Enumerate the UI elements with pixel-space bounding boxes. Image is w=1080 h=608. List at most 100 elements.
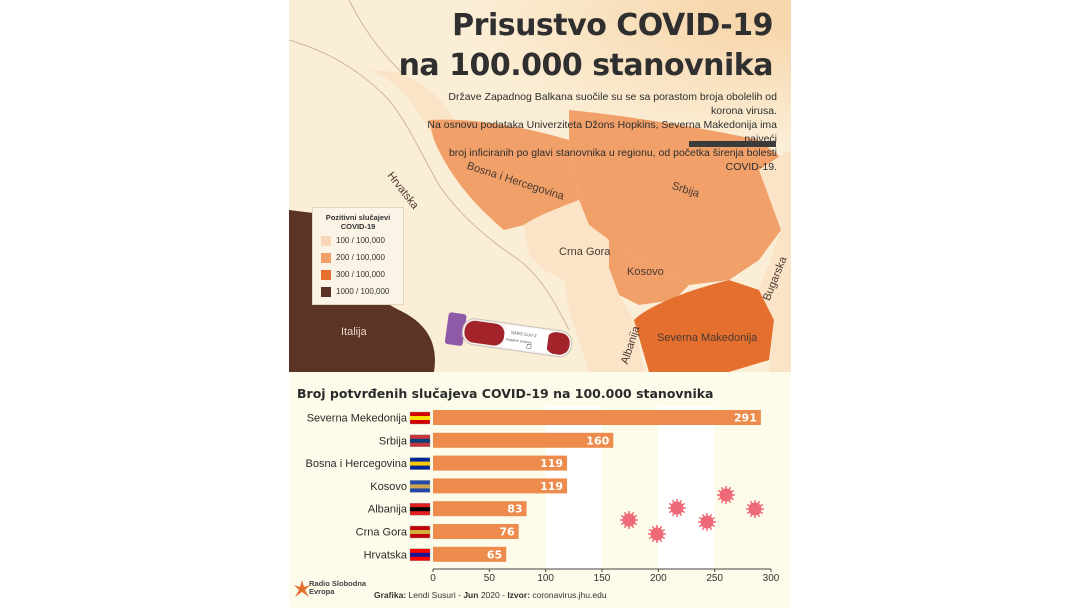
virus-icon bbox=[668, 499, 686, 517]
region-bih bbox=[429, 119, 579, 230]
bar bbox=[433, 524, 519, 539]
map-label-crna-gora: Crna Gora bbox=[559, 246, 611, 258]
legend-swatch bbox=[321, 236, 331, 246]
legend-item-300: 300 / 100,000 bbox=[321, 270, 385, 280]
region-srbija bbox=[569, 110, 784, 285]
x-tick-label: 200 bbox=[650, 573, 667, 584]
legend-label: 1000 / 100,000 bbox=[336, 287, 390, 297]
rse-logo-icon bbox=[294, 580, 310, 597]
bar-value-label: 291 bbox=[734, 412, 757, 425]
flag-stripe bbox=[410, 461, 430, 466]
infographic-panel: SARS CoV-2 negative positive Prisustvo C… bbox=[289, 0, 791, 608]
footer-year: 2020 bbox=[480, 590, 500, 600]
virus-body bbox=[748, 502, 762, 516]
map-legend: Pozitivni slučajevi COVID-19 100 / 100,0… bbox=[312, 207, 404, 305]
bar-value-label: 76 bbox=[499, 526, 515, 539]
footer-label-jun: Jun bbox=[463, 590, 479, 600]
bar bbox=[433, 478, 568, 494]
tube-label-line2: negative positive bbox=[505, 337, 531, 345]
virus-icon bbox=[717, 486, 735, 504]
page-title: Prisustvo COVID-19 na 100.000 stanovnika bbox=[398, 6, 774, 86]
region-crna-gora bbox=[524, 200, 609, 280]
category-label: Crna Gora bbox=[356, 527, 408, 539]
footer-sep1: - bbox=[455, 590, 464, 600]
logo-line2: Evropa bbox=[309, 587, 335, 596]
footer-author: Lendi Susuri bbox=[408, 590, 456, 600]
subtitle-line1: Države Zapadnog Balkana suočile su se sa… bbox=[448, 91, 777, 117]
subtitle-line3: broj inficiranih po glavi stanovnika u r… bbox=[448, 147, 777, 173]
region-kosovo bbox=[609, 240, 689, 305]
logo-line1: Radio Slobodna bbox=[309, 579, 367, 588]
bar-chart-section: Broj potvrđenih slučajeva COVID-19 na 10… bbox=[289, 372, 791, 608]
region-s-makedonija bbox=[634, 280, 774, 372]
category-label: Hrvatska bbox=[364, 549, 408, 561]
rse-logo: Radio Slobodna Evropa bbox=[294, 579, 367, 597]
virus-body bbox=[650, 527, 664, 541]
legend-label: 300 / 100,000 bbox=[336, 270, 385, 280]
title-line2: na 100.000 stanovnika bbox=[398, 48, 774, 83]
virus-icon bbox=[746, 500, 764, 518]
legend-swatch bbox=[321, 270, 331, 280]
footer-credits: Grafika: Lendi Susuri - Jun 2020 - Izvor… bbox=[374, 590, 607, 600]
virus-body bbox=[719, 488, 733, 502]
flag-icon bbox=[409, 480, 431, 493]
bar-value-label: 119 bbox=[540, 457, 563, 470]
bar-chart: 291 Severna Mekedonija 160 Srbija 119 Bosna i… bbox=[305, 406, 780, 584]
bar-value-label: 65 bbox=[487, 548, 502, 561]
virus-icon bbox=[620, 511, 638, 529]
category-label: Bosna i Hercegovina bbox=[305, 458, 407, 470]
legend-title-line1: Pozitivni slučajevi bbox=[325, 213, 391, 222]
footer-source: coronavirus.jhu.edu bbox=[532, 590, 607, 600]
virus-icon bbox=[698, 513, 716, 531]
x-tick-label: 150 bbox=[594, 573, 611, 584]
legend-item-200: 200 / 100,000 bbox=[321, 253, 385, 263]
legend-label: 200 / 100,000 bbox=[336, 253, 385, 263]
category-label: Kosovo bbox=[370, 481, 407, 493]
title-divider bbox=[689, 141, 776, 147]
flag-icon bbox=[409, 434, 431, 447]
chart-axis: 0 50 100 150 200 250 300 bbox=[430, 568, 780, 584]
region-albanija bbox=[564, 268, 644, 372]
map-label-italija: Italija bbox=[341, 326, 367, 338]
footer-sep2: - bbox=[499, 590, 508, 600]
bar bbox=[433, 501, 527, 517]
border-line bbox=[348, 0, 410, 81]
region-bugarska bbox=[759, 150, 791, 372]
x-tick-label: 100 bbox=[537, 573, 554, 584]
bar bbox=[433, 455, 568, 471]
legend-item-100: 100 / 100,000 bbox=[321, 236, 385, 246]
test-tube-icon: SARS CoV-2 negative positive bbox=[444, 312, 573, 358]
flag-icon bbox=[409, 525, 431, 539]
map-label-s-makedonija: Severna Makedonija bbox=[657, 332, 758, 344]
footer-label-grafika: Grafika: bbox=[374, 590, 407, 600]
legend-swatch bbox=[321, 253, 331, 263]
bar-value-label: 119 bbox=[540, 480, 563, 493]
flag-stripe bbox=[410, 530, 430, 534]
flag-stripe bbox=[410, 552, 430, 557]
legend-item-1000: 1000 / 100,000 bbox=[321, 287, 389, 297]
legend-title-line2: COVID-19 bbox=[340, 222, 376, 231]
flag-icon bbox=[409, 411, 431, 425]
map-label-kosovo: Kosovo bbox=[627, 266, 664, 278]
flag-stripe bbox=[410, 416, 430, 420]
tube-label-area bbox=[502, 325, 550, 353]
bar-value-label: 83 bbox=[507, 503, 522, 516]
chart-bands bbox=[545, 406, 715, 569]
footer-label-izvor: Izvor: bbox=[507, 590, 530, 600]
bar bbox=[433, 432, 614, 448]
flag-icon bbox=[409, 457, 431, 470]
legend-label: 100 / 100,000 bbox=[336, 236, 385, 246]
tube-checkbox bbox=[526, 343, 532, 350]
virus-body bbox=[670, 501, 684, 515]
tube-blood-end bbox=[545, 332, 570, 355]
chart-band bbox=[658, 406, 715, 569]
chart-title: Broj potvrđenih slučajeva COVID-19 na 10… bbox=[297, 386, 714, 401]
category-label: Srbija bbox=[379, 435, 408, 447]
title-line1: Prisustvo COVID-19 bbox=[452, 8, 773, 43]
bar bbox=[433, 410, 761, 425]
bar bbox=[433, 546, 507, 562]
category-label: Severna Mekedonija bbox=[307, 413, 408, 425]
balkan-map: SARS CoV-2 negative positive bbox=[289, 0, 791, 372]
coastline bbox=[289, 39, 570, 331]
